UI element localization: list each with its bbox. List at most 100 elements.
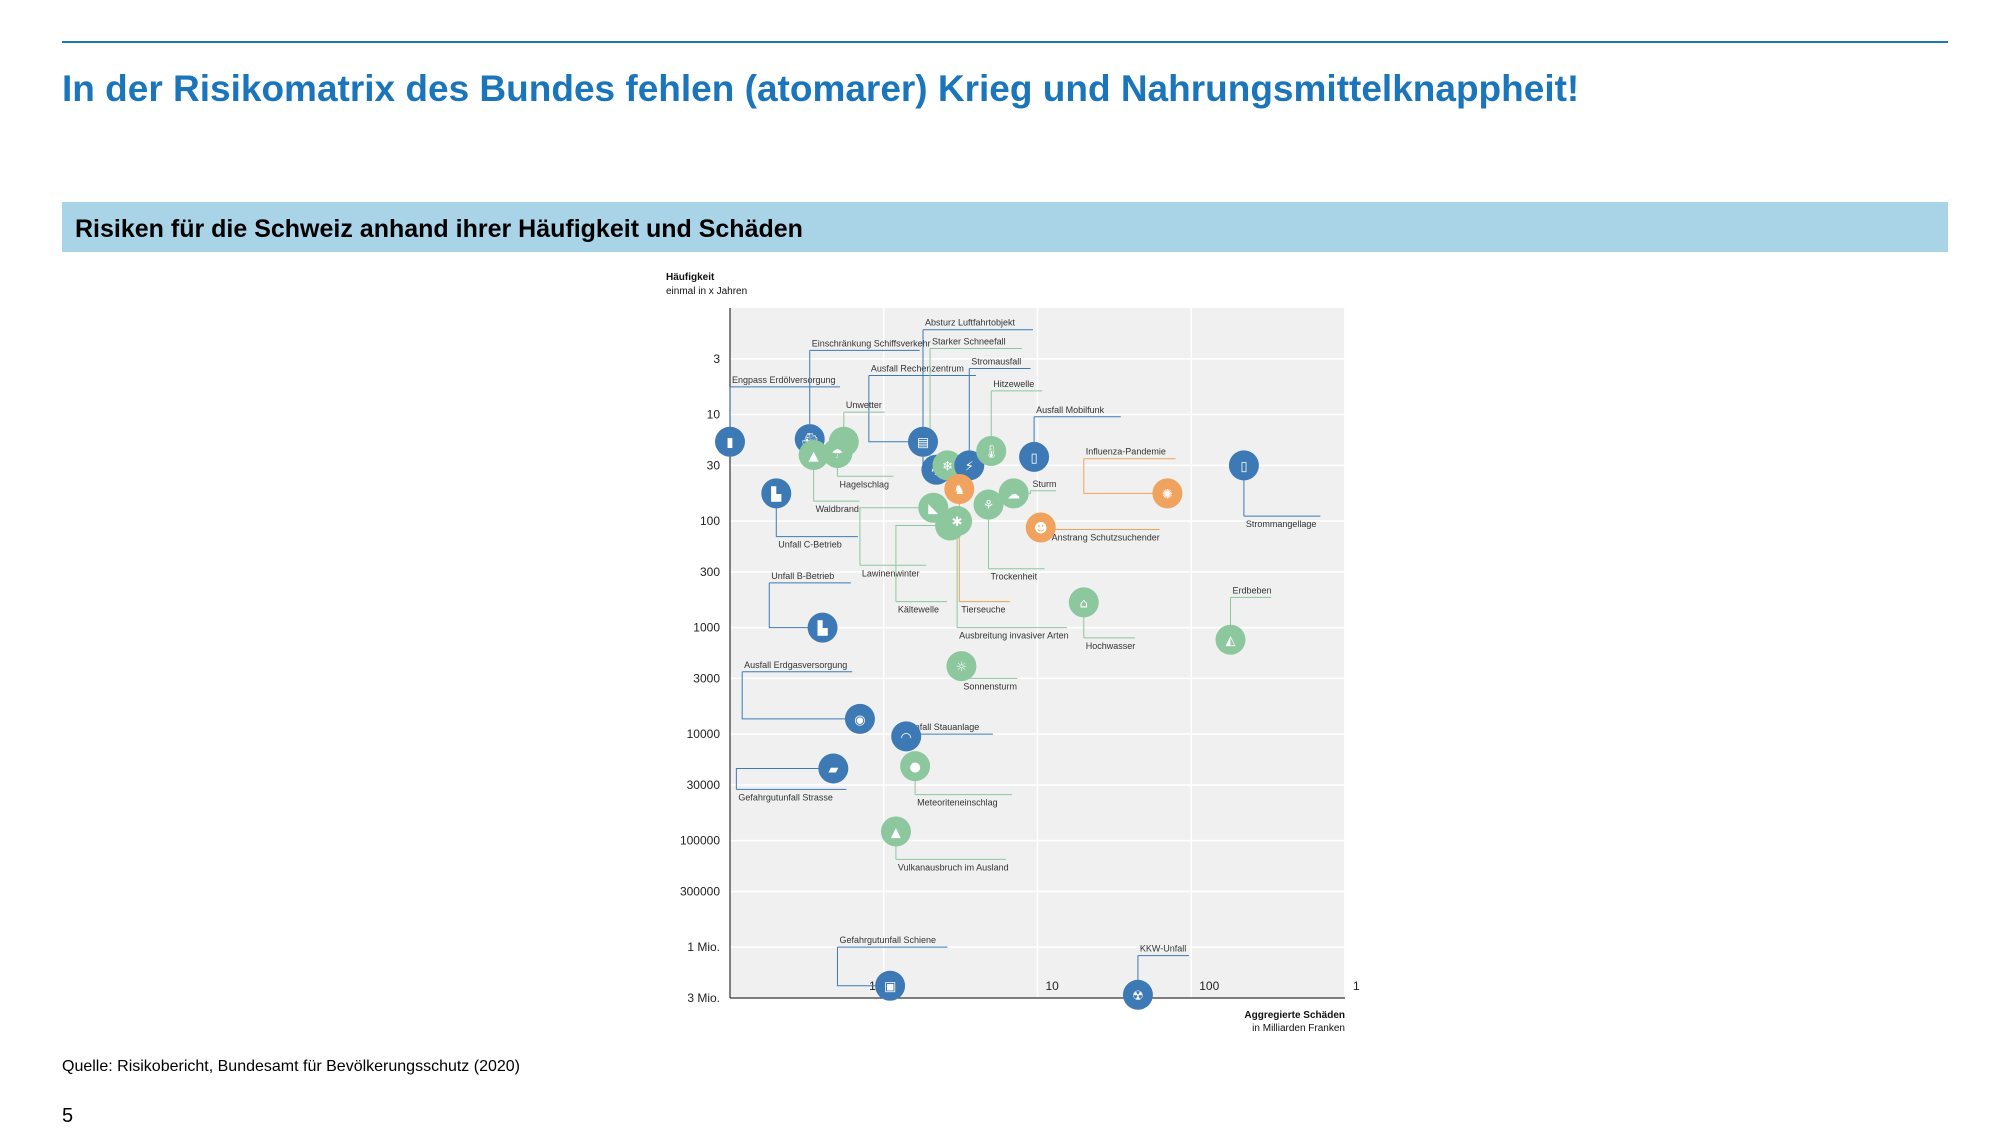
y-tick-label: 300 <box>700 565 720 579</box>
risk-marker-train <box>875 970 906 1001</box>
point-label: Absturz Luftfahrtobjekt <box>925 318 1016 328</box>
leader-line <box>836 947 891 987</box>
risk-marker-people <box>1025 512 1056 543</box>
leader-line <box>741 671 860 720</box>
factory-icon: ▙ <box>817 620 829 637</box>
y-tick-label: 10 <box>707 408 721 422</box>
risk-matrix-svg: 3 10 30 100 300 1000 3000 10000 30000 100000 30000… <box>666 272 1360 1034</box>
point-label: Engpass Erdölversorgung <box>732 375 836 385</box>
y-tick-label: 30000 <box>687 778 721 792</box>
risk-marker-animal <box>944 473 975 504</box>
y-tick-label: 3 <box>713 352 720 366</box>
risk-marker-power <box>954 450 985 481</box>
risk-marker-flood <box>1068 587 1099 618</box>
gas-icon: ◉ <box>854 713 865 728</box>
virus-icon: ✺ <box>1162 487 1173 502</box>
risk-matrix-chart: 3 10 30 100 300 1000 3000 10000 30000 100000 30000… <box>650 268 1360 1038</box>
risk-marker-bug <box>942 506 973 537</box>
y-tick-label: 30 <box>707 458 721 472</box>
phone-icon: ▯ <box>1030 451 1037 466</box>
snow-icon: ❄ <box>942 459 953 474</box>
point-label: Tierseuche <box>961 605 1005 615</box>
truck-icon: ▰ <box>828 762 838 777</box>
risk-marker-fire <box>798 440 829 471</box>
x-axis-subtitle: in Milliarden Franken <box>1252 1023 1345 1034</box>
point-label: Unfall Stauanlage <box>908 722 979 732</box>
y-tick-label: 1000 <box>693 621 720 635</box>
dam-icon: ◠ <box>901 730 912 745</box>
risk-marker-server <box>907 426 938 457</box>
leader-line <box>895 524 951 602</box>
point-label: Einschränkung Schiffsverkehr <box>812 338 931 348</box>
point-label: Starker Schneefall <box>932 337 1006 347</box>
point-label: Vulkanausbruch im Ausland <box>898 862 1009 872</box>
dry-icon: ⚘ <box>983 499 995 514</box>
avalanche-icon: ◣ <box>928 502 938 517</box>
x-tick-label: 1000 <box>1353 979 1360 993</box>
source-note: Quelle: Risikobericht, Bundesamt für Bev… <box>62 1058 520 1075</box>
point-label: Ausbreitung invasiver Arten <box>959 631 1069 641</box>
x-axis-title: Aggregierte Schäden <box>1244 1010 1345 1021</box>
bug-icon: ✱ <box>952 515 963 530</box>
leader-line <box>1083 458 1168 494</box>
point-label: Hagelschlag <box>839 479 889 489</box>
y-axis-title: Häufigkeit <box>666 272 715 283</box>
risk-marker-wind <box>998 478 1029 509</box>
risk-marker-factory <box>761 478 792 509</box>
point-label: Kältewelle <box>898 605 939 615</box>
point-label: Gefahrgutunfall Schiene <box>839 935 936 945</box>
point-label: Unfall C-Betrieb <box>778 540 842 550</box>
subtitle-band: Risiken für die Schweiz anhand ihrer Häu… <box>62 202 1948 252</box>
nuclear-icon: ☢ <box>1132 989 1144 1004</box>
point-label: Influenza-Pandemie <box>1086 447 1166 457</box>
animal-icon: ♞ <box>953 483 965 498</box>
y-tick-label: 3000 <box>693 671 720 685</box>
risk-marker-oil <box>715 426 745 457</box>
y-tick-label: 1 Mio. <box>687 940 720 954</box>
point-label: Strommangellage <box>1246 519 1317 529</box>
risk-marker-thermo <box>976 436 1007 467</box>
risk-marker-volcano <box>880 816 911 847</box>
point-label: Lawinenwinter <box>862 568 920 578</box>
power-icon: ⚡ <box>965 459 974 474</box>
y-tick-label: 300000 <box>680 884 720 898</box>
quake-icon: ◭ <box>1225 634 1235 649</box>
sun-icon: ☼ <box>956 660 968 675</box>
fire-icon: ▲ <box>809 449 819 464</box>
point-label: Sonnensturm <box>963 681 1017 691</box>
x-tick-label: 100 <box>1199 979 1219 993</box>
risk-marker-dry <box>973 489 1004 520</box>
point-label: Ausfall Rechenzentrum <box>871 363 964 373</box>
y-tick-label: 100000 <box>680 834 720 848</box>
chart-subtitle: Risiken für die Schweiz anhand ihrer Häu… <box>75 215 803 243</box>
flood-icon: ⌂ <box>1080 596 1088 611</box>
point-label: Meteoriteneinschlag <box>917 798 998 808</box>
risk-marker-hail <box>822 438 853 469</box>
volcano-icon: ▲ <box>891 825 901 840</box>
risk-marker-virus <box>1152 478 1183 509</box>
plug-icon: ▯ <box>1240 459 1247 474</box>
risk-marker-gas <box>844 703 875 734</box>
point-label: Ausfall Erdgasversorgung <box>744 660 847 670</box>
factory-icon: ▙ <box>770 485 782 502</box>
leader-line <box>868 375 923 443</box>
point-label: Ausfall Mobilfunk <box>1036 405 1105 415</box>
hail-icon: ☂ <box>832 447 844 462</box>
point-label: Unfall B-Betrieb <box>771 571 834 581</box>
leader-line <box>859 507 934 566</box>
risk-marker-phone <box>1019 441 1050 472</box>
risk-marker-plug <box>1228 450 1259 481</box>
risk-marker-factory <box>807 612 838 643</box>
thermo-icon: 🌡 <box>983 444 1000 460</box>
risk-marker-meteor <box>900 751 931 782</box>
y-tick-label: 3 Mio. <box>687 991 720 1005</box>
y-axis-subtitle: einmal in x Jahren <box>666 286 747 297</box>
leader-line <box>735 767 834 790</box>
risk-marker-quake <box>1215 624 1246 655</box>
train-icon: ▣ <box>884 980 896 995</box>
page-number: 5 <box>62 1105 74 1127</box>
risk-marker-dam <box>891 721 922 752</box>
oil-icon: ▮ <box>726 436 733 451</box>
y-tick-label: 100 <box>700 514 720 528</box>
point-label: Stromausfall <box>971 357 1021 367</box>
